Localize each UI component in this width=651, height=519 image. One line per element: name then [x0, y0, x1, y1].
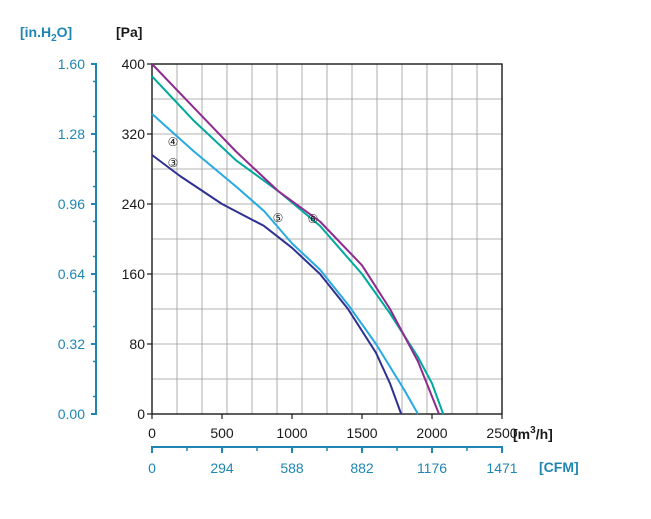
- secondary-y-tick-label: 0.00: [58, 406, 85, 422]
- series-line-4: [151, 63, 440, 415]
- series-line-3: [151, 75, 445, 415]
- y-tick-label: 400: [122, 56, 146, 72]
- plot-frame: [151, 63, 503, 415]
- secondary-y-tick-label: 0.64: [58, 266, 85, 282]
- secondary-x-tick-label: 294: [210, 460, 234, 476]
- y-axis-label: [Pa]: [116, 24, 142, 40]
- grid: [151, 63, 503, 415]
- secondary-x-tick-label: 882: [350, 460, 374, 476]
- x-tick-label: 2000: [416, 425, 447, 441]
- secondary-y-axis: 0.00 0.32 0.64 0.96 1.28 1.60: [58, 56, 97, 422]
- secondary-y-tick-label: 1.60: [58, 56, 85, 72]
- series-lines: [151, 63, 445, 415]
- curve-marker-label: ③: [168, 156, 179, 170]
- y-tick-label: 160: [122, 266, 146, 282]
- secondary-y-tick-label: 0.96: [58, 196, 85, 212]
- x-tick-label: 500: [210, 425, 234, 441]
- y-tick-label: 80: [129, 336, 145, 352]
- primary-axes: 0 80 160 240 320 400 0 500 1000 1500 2000 2500: [122, 56, 518, 441]
- secondary-x-axis-label: [CFM]: [539, 459, 579, 475]
- curve-marker-label: ⑤: [273, 211, 284, 225]
- curve-marker-label: ⑥: [308, 212, 319, 226]
- secondary-y-tick-label: 0.32: [58, 336, 85, 352]
- secondary-x-tick-label: 1176: [417, 460, 447, 476]
- x-tick-label: 1500: [346, 425, 377, 441]
- x-tick-label: 1000: [276, 425, 307, 441]
- y-tick-label: 320: [122, 126, 146, 142]
- x-tick-label: 2500: [486, 425, 517, 441]
- series-line-2: [151, 113, 419, 415]
- curve-markers: ④ ③ ⑤ ⑥: [168, 135, 319, 226]
- secondary-x-tick-label: 588: [280, 460, 304, 476]
- y-tick-label: 240: [122, 196, 146, 212]
- secondary-y-axis-label: [in.H2O]: [20, 24, 72, 44]
- x-tick-label: 0: [148, 425, 156, 441]
- secondary-x-tick-label: 0: [148, 460, 156, 476]
- x-axis-label: [m3/h]: [513, 425, 553, 442]
- series-line-1: [151, 154, 403, 415]
- secondary-x-axis: 0 294 588 882 1176 1471: [148, 446, 518, 476]
- secondary-y-tick-label: 1.28: [58, 126, 85, 142]
- secondary-x-tick-label: 1471: [486, 460, 517, 476]
- y-tick-label: 0: [137, 406, 145, 422]
- curve-marker-label: ④: [168, 135, 179, 149]
